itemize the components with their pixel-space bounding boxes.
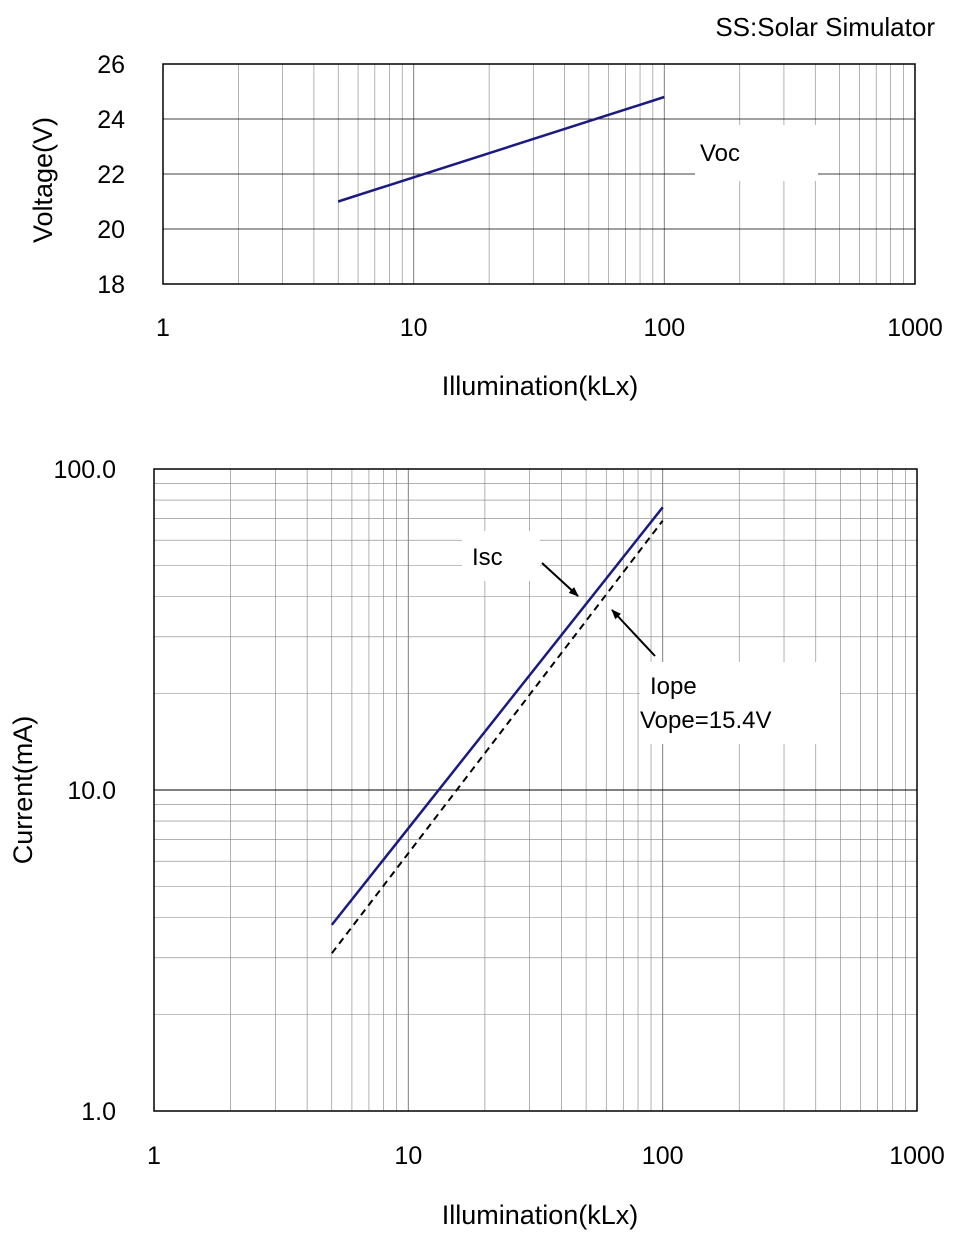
y-tick-label: 18: [97, 271, 125, 299]
current-x-axis-label: Illumination(kLx): [442, 1200, 639, 1230]
x-tick-label: 1: [156, 314, 170, 342]
isc-label: Isc: [472, 544, 503, 571]
current-chart-frame: [153, 468, 918, 1112]
voltage-y-axis-label: Voltage(V): [28, 117, 58, 243]
current-y-tick-labels: 1.0 10.0 100.0: [53, 456, 116, 1126]
y-tick-label: 1.0: [81, 1098, 116, 1126]
current-x-tick-labels: 1 10 100 1000: [147, 1142, 945, 1170]
y-tick-label: 100.0: [53, 456, 116, 484]
series-line-voc: [337, 95, 665, 203]
y-tick-label: 20: [97, 216, 125, 244]
voc-label-box: [695, 125, 818, 181]
series-line-isc: [330, 506, 664, 926]
voltage-x-axis-label: Illumination(kLx): [442, 371, 639, 401]
x-tick-label: 10: [394, 1142, 422, 1170]
isc-label-box: [462, 531, 540, 581]
y-tick-label: 26: [97, 51, 125, 79]
chart-caption: SS:Solar Simulator: [715, 12, 935, 42]
voltage-series: [337, 95, 665, 203]
x-tick-label: 100: [643, 314, 685, 342]
x-tick-label: 10: [400, 314, 428, 342]
current-chart-grid: [154, 469, 917, 1111]
y-tick-label: 24: [97, 106, 125, 134]
x-tick-label: 1: [147, 1142, 161, 1170]
x-tick-label: 100: [642, 1142, 684, 1170]
voltage-x-tick-labels: 1 10 100 1000: [156, 314, 943, 342]
current-y-axis-label: Current(mA): [8, 716, 38, 865]
x-tick-label: 1000: [887, 314, 943, 342]
iope-label-box: [640, 662, 840, 744]
current-chart: 1.0 10.0 100.0 1 10 100 1000 Illumination(kLx…: [8, 456, 945, 1230]
vope-label: Vope=15.4V: [640, 707, 771, 734]
iope-label: Iope: [650, 673, 697, 700]
isc-arrow: [541, 562, 579, 597]
x-tick-label: 1000: [889, 1142, 945, 1170]
series-line-iope: [331, 520, 664, 954]
iope-arrow: [611, 609, 656, 657]
voltage-chart-grid: [163, 64, 915, 284]
y-tick-label: 22: [97, 161, 125, 189]
current-series: [330, 506, 664, 954]
y-tick-label: 10.0: [67, 777, 116, 805]
voltage-y-tick-labels: 18 20 22 24 26: [97, 51, 125, 299]
voc-label: Voc: [700, 140, 740, 167]
voltage-chart-frame: [162, 63, 916, 285]
